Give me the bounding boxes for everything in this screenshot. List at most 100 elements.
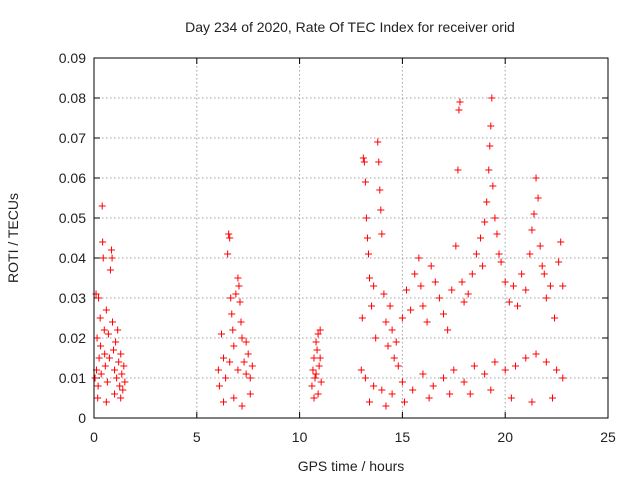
data-point xyxy=(380,290,388,298)
data-point xyxy=(115,358,123,366)
data-point xyxy=(95,354,103,362)
data-point xyxy=(214,366,222,374)
data-point xyxy=(361,178,369,186)
data-point xyxy=(314,390,322,398)
y-tick-label: 0.04 xyxy=(59,250,86,266)
data-point xyxy=(312,370,320,378)
data-point xyxy=(528,398,536,406)
data-point xyxy=(466,390,474,398)
data-point xyxy=(376,186,384,194)
data-point xyxy=(546,282,554,290)
data-point xyxy=(234,274,242,282)
y-tick-label: 0.05 xyxy=(59,210,86,226)
data-point xyxy=(316,354,324,362)
data-point xyxy=(477,234,485,242)
data-point xyxy=(411,270,419,278)
data-point xyxy=(491,358,499,366)
data-point xyxy=(483,198,491,206)
data-point xyxy=(101,362,109,370)
data-point xyxy=(360,158,368,166)
data-point xyxy=(226,234,234,242)
data-point xyxy=(103,378,111,386)
data-point xyxy=(455,106,463,114)
data-point xyxy=(364,250,372,258)
x-tick-label: 10 xyxy=(292,429,308,445)
data-point xyxy=(417,282,425,290)
data-point xyxy=(310,394,318,402)
data-point xyxy=(378,230,386,238)
data-point xyxy=(382,402,390,410)
data-point xyxy=(419,302,427,310)
data-point xyxy=(464,290,472,298)
data-point xyxy=(532,174,540,182)
data-point xyxy=(240,358,248,366)
data-point xyxy=(460,298,468,306)
x-tick-label: 0 xyxy=(90,429,98,445)
data-point xyxy=(448,286,456,294)
data-point xyxy=(99,238,107,246)
data-point xyxy=(235,282,243,290)
data-point xyxy=(230,394,238,402)
data-point xyxy=(102,306,110,314)
data-point xyxy=(553,366,561,374)
x-tick-label: 5 xyxy=(193,429,201,445)
data-point xyxy=(244,350,252,358)
data-point xyxy=(559,374,567,382)
data-point xyxy=(398,378,406,386)
data-point xyxy=(526,250,534,258)
data-point xyxy=(415,254,423,262)
data-point xyxy=(407,306,415,314)
y-axis-ticks: 0 0.01 0.02 0.03 0.04 0.05 0.06 0.07 0.08 0.09 xyxy=(59,50,608,426)
y-tick-label: 0 xyxy=(78,410,86,426)
y-tick-label: 0.07 xyxy=(59,130,86,146)
data-point xyxy=(228,310,236,318)
data-point xyxy=(116,382,124,390)
data-point xyxy=(481,218,489,226)
data-point xyxy=(217,330,225,338)
data-point xyxy=(94,394,102,402)
data-point xyxy=(358,314,366,322)
data-point xyxy=(485,166,493,174)
data-point xyxy=(246,374,254,382)
data-point xyxy=(104,330,112,338)
plot-frame xyxy=(93,57,609,419)
data-point xyxy=(238,402,246,410)
data-point xyxy=(111,390,119,398)
data-point xyxy=(388,390,396,398)
x-tick-label: 25 xyxy=(600,429,616,445)
data-point xyxy=(538,262,546,270)
data-point xyxy=(106,266,114,274)
data-point xyxy=(112,338,120,346)
data-point xyxy=(511,362,519,370)
data-point xyxy=(522,354,530,362)
data-point xyxy=(117,394,125,402)
data-point xyxy=(557,238,565,246)
data-point xyxy=(505,298,513,306)
data-point xyxy=(548,394,556,402)
data-point xyxy=(97,370,105,378)
data-point xyxy=(215,382,223,390)
data-point xyxy=(419,370,427,378)
data-point xyxy=(363,234,371,242)
data-point xyxy=(470,362,478,370)
y-tick-label: 0.03 xyxy=(59,290,86,306)
data-point xyxy=(472,250,480,258)
data-point xyxy=(489,182,497,190)
x-axis-label: GPS time / hours xyxy=(298,458,405,474)
data-point xyxy=(425,394,433,402)
data-point xyxy=(119,386,127,394)
data-point xyxy=(555,258,563,266)
data-point xyxy=(427,262,435,270)
data-point xyxy=(468,270,476,278)
data-point xyxy=(91,374,99,382)
data-point xyxy=(458,278,466,286)
data-point xyxy=(317,378,325,386)
data-point xyxy=(311,374,319,382)
data-point xyxy=(118,370,126,378)
data-point xyxy=(388,326,396,334)
data-point xyxy=(495,250,503,258)
data-point xyxy=(403,286,411,294)
x-tick-label: 20 xyxy=(497,429,513,445)
data-point xyxy=(362,214,370,222)
data-point xyxy=(450,366,458,374)
